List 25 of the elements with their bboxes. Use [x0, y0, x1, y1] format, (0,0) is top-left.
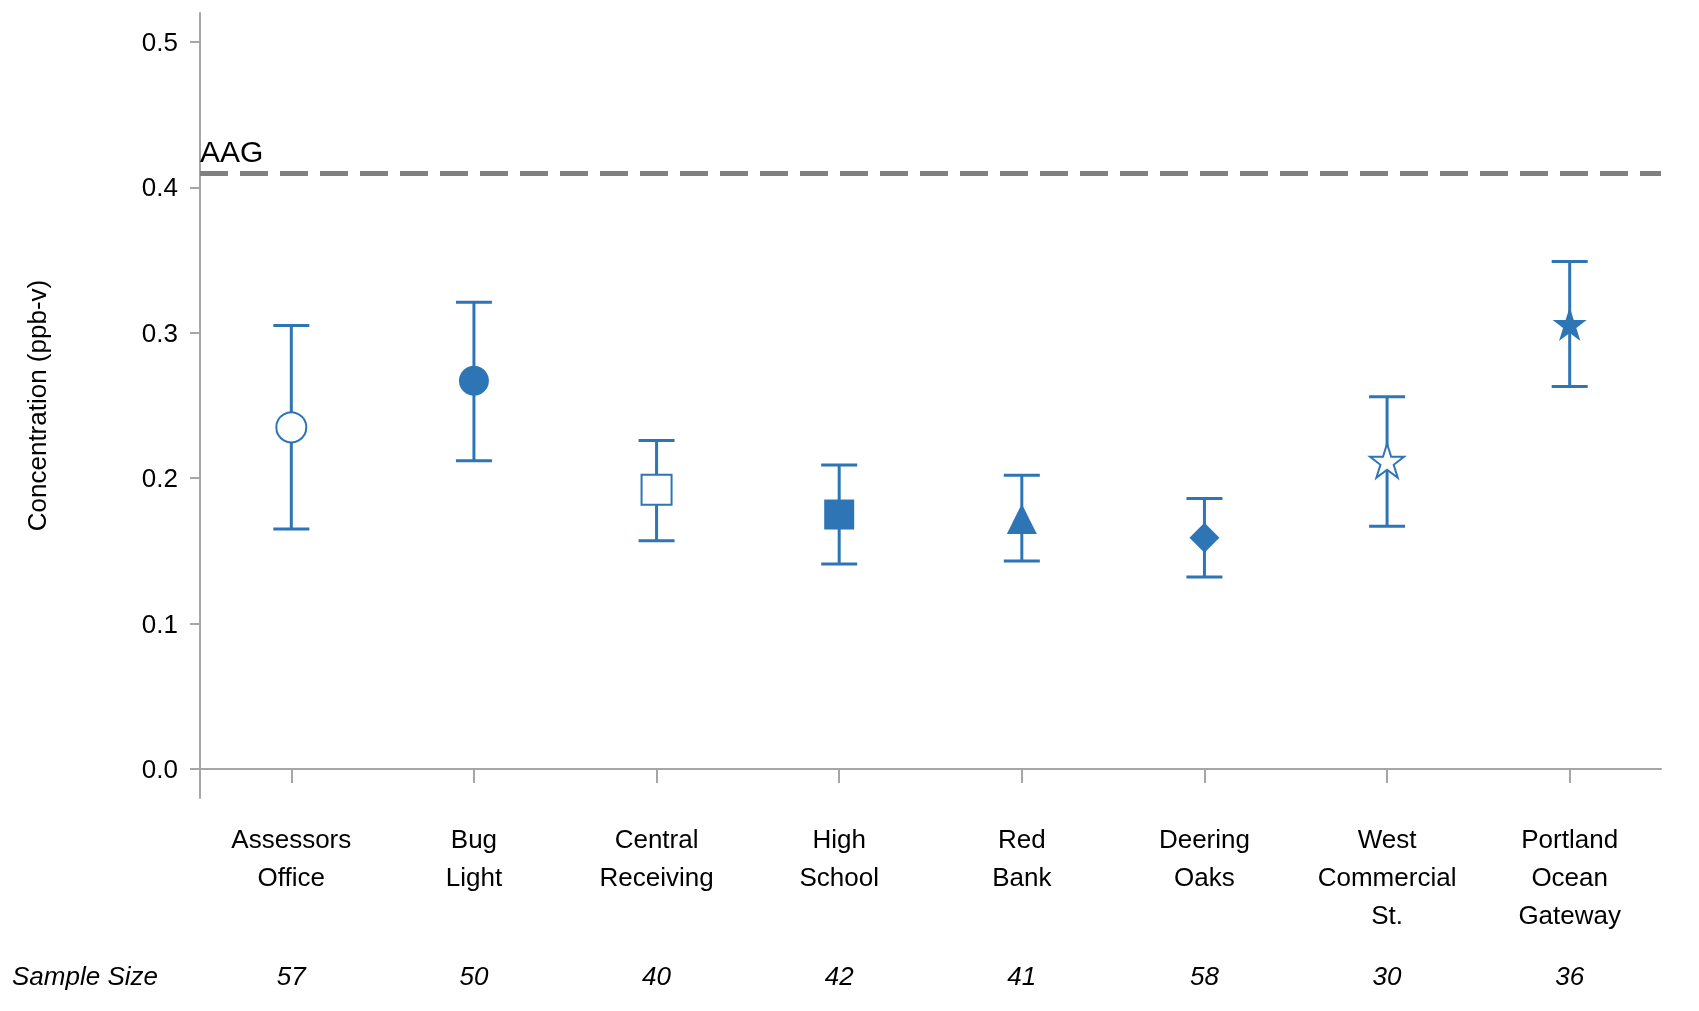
text: 57	[276, 961, 308, 991]
text: 41	[1007, 961, 1037, 991]
x-tick-label: West Commercial St.	[1317, 824, 1457, 930]
y-tick-label: 0.5	[141, 27, 178, 58]
x-tick-label: Central Receiving	[599, 824, 714, 892]
x-tick-label: Assessors Office	[231, 824, 352, 892]
text: 58	[1189, 961, 1220, 991]
text: 30	[1372, 961, 1403, 991]
y-tick-label: 0.2	[141, 463, 178, 494]
text: 40	[642, 961, 672, 991]
x-tick-label: Red Bank	[992, 824, 1053, 892]
text: 36	[1555, 961, 1585, 991]
y-tick-label: 0.3	[141, 317, 178, 348]
y-tick-label: 0.0	[141, 753, 178, 784]
text: 50	[459, 961, 489, 991]
y-tick-label: 0.1	[141, 608, 178, 639]
x-tick-label: Portland Ocean Gateway	[1518, 824, 1621, 930]
y-axis-title: Concentration (ppb-v)	[22, 279, 52, 532]
ref-line-label: AAG	[200, 135, 264, 169]
x-tick-label: Deering Oaks	[1158, 824, 1250, 892]
text: 42	[824, 961, 855, 991]
x-tick-label: High School	[799, 824, 879, 892]
y-tick-label: 0.4	[141, 172, 178, 203]
x-tick-label: Bug Light	[445, 824, 503, 892]
text: Sample Size	[12, 961, 158, 991]
